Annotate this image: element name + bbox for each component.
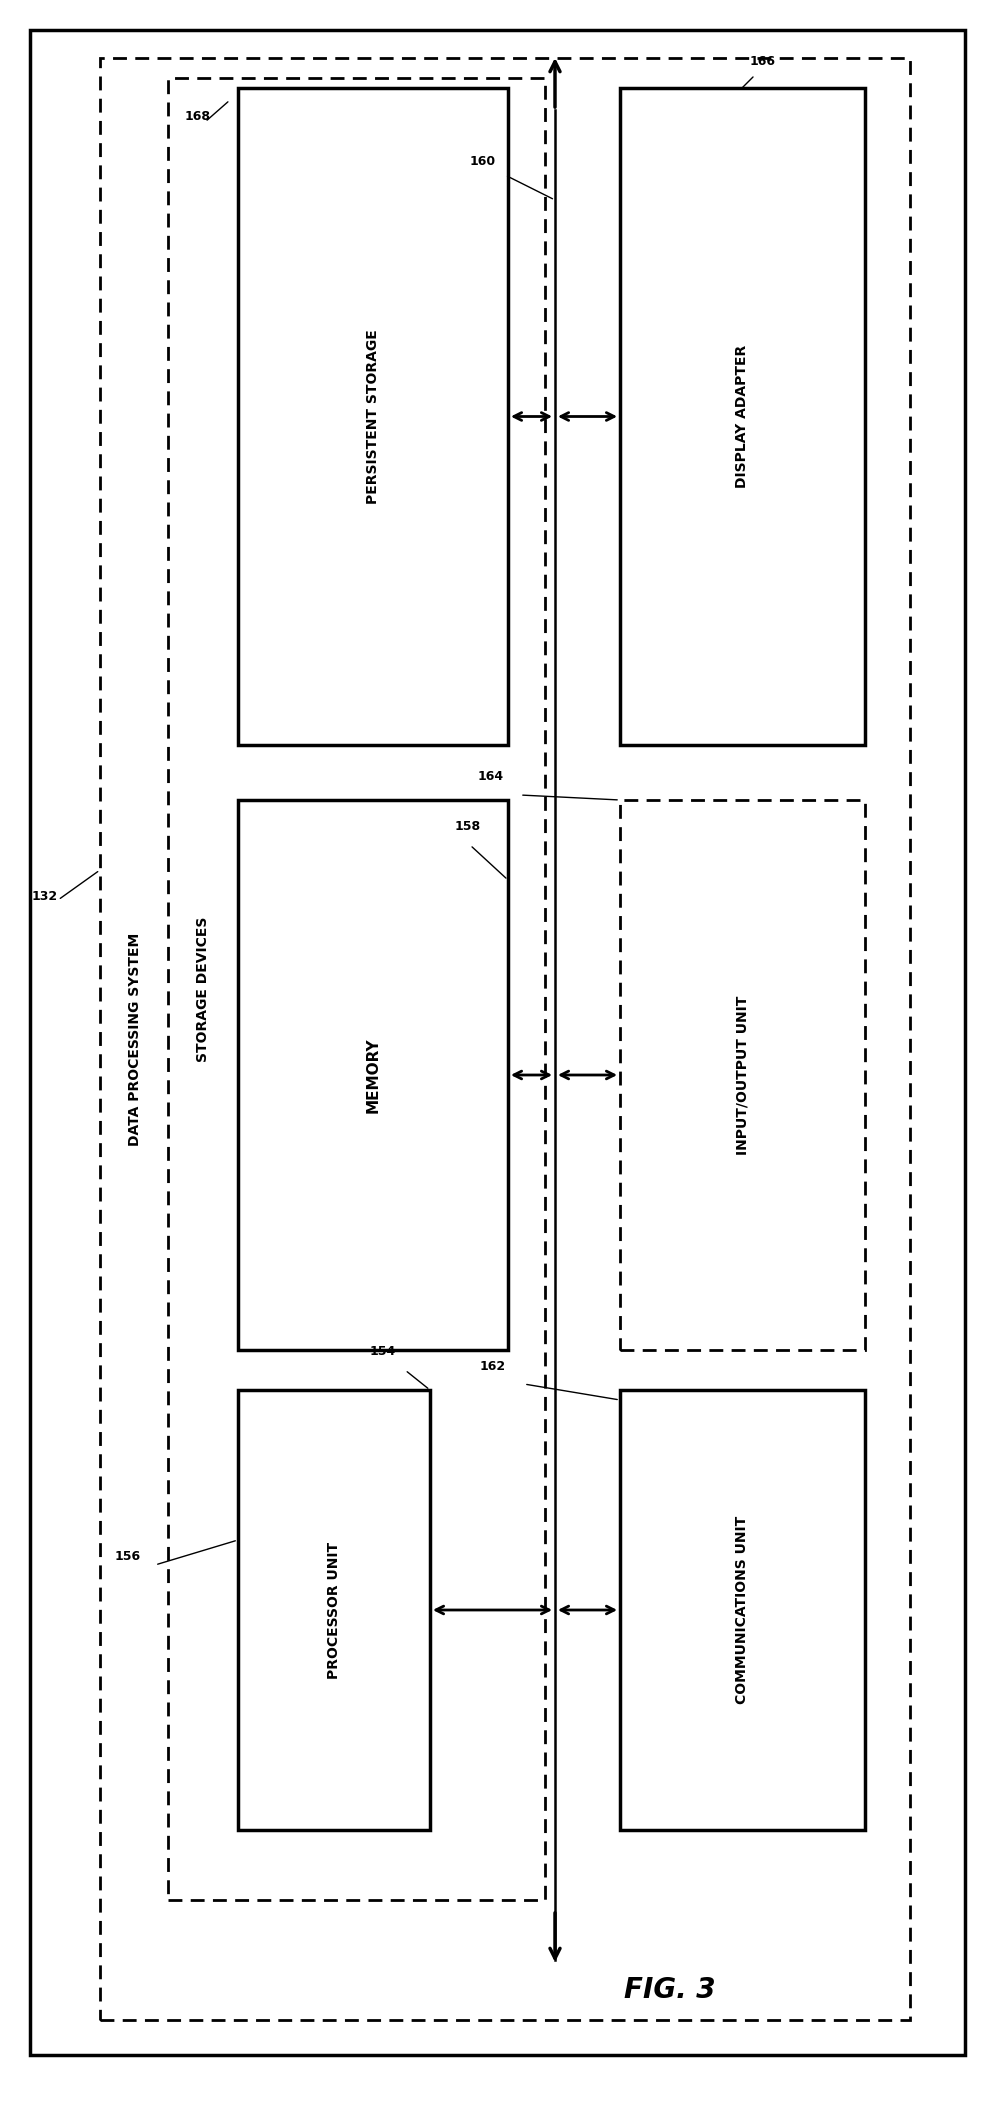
Bar (238, 799, 508, 1350)
Text: INPUT/OUTPUT UNIT: INPUT/OUTPUT UNIT (736, 994, 749, 1155)
Bar (168, 78, 545, 1900)
Text: STORAGE DEVICES: STORAGE DEVICES (196, 916, 210, 1062)
Bar (238, 1391, 430, 1830)
Text: COMMUNICATIONS UNIT: COMMUNICATIONS UNIT (736, 1516, 749, 1704)
Text: 132: 132 (32, 890, 58, 903)
Bar (620, 799, 865, 1350)
Text: 168: 168 (185, 110, 211, 123)
Text: MEMORY: MEMORY (365, 1037, 380, 1113)
Text: 158: 158 (455, 820, 481, 833)
Text: PERSISTENT STORAGE: PERSISTENT STORAGE (366, 329, 380, 505)
Text: DATA PROCESSING SYSTEM: DATA PROCESSING SYSTEM (128, 933, 142, 1145)
Bar (238, 89, 508, 744)
Text: FIG. 3: FIG. 3 (625, 1976, 716, 2003)
Text: 166: 166 (750, 55, 776, 68)
Bar (100, 57, 910, 2020)
Text: PROCESSOR UNIT: PROCESSOR UNIT (327, 1541, 341, 1679)
Text: 162: 162 (480, 1361, 506, 1374)
Bar (620, 1391, 865, 1830)
Text: 154: 154 (370, 1344, 396, 1359)
Bar (620, 89, 865, 744)
Text: 160: 160 (470, 155, 496, 167)
Text: DISPLAY ADAPTER: DISPLAY ADAPTER (736, 346, 749, 488)
Text: 156: 156 (115, 1550, 141, 1562)
Text: 164: 164 (478, 770, 504, 782)
